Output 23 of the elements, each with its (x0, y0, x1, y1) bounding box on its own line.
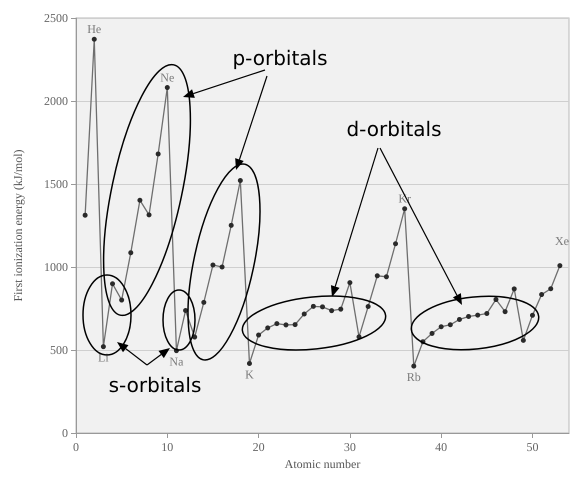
y-tick-label: 0 (62, 426, 68, 440)
x-tick-label: 0 (73, 440, 79, 454)
x-tick-label: 30 (344, 440, 356, 454)
y-tick-label: 2500 (44, 11, 68, 25)
y-tick-label: 500 (50, 343, 68, 357)
annotation: Rb (406, 370, 421, 384)
annotation: Na (169, 354, 184, 369)
x-tick-label: 20 (252, 440, 265, 454)
annotation: He (87, 22, 102, 36)
x-tick-label: 10 (161, 440, 174, 454)
y-axis-title: First ionization energy (kJ/mol) (11, 149, 25, 302)
x-axis-title: Atomic number (284, 456, 360, 471)
annotation: d-orbitals (346, 117, 442, 141)
y-tick-label: 2000 (44, 94, 68, 108)
annotation: K (245, 367, 254, 382)
x-tick-label: 40 (435, 440, 448, 454)
annotation: s-orbitals (108, 373, 202, 397)
annotation: p-orbitals (232, 46, 328, 70)
y-tick-label: 1500 (44, 177, 68, 191)
y-tick-label: 1000 (44, 260, 68, 274)
x-tick-label: 50 (526, 440, 538, 454)
annotation: Xe (555, 234, 569, 248)
annotation: Ne (160, 70, 174, 85)
